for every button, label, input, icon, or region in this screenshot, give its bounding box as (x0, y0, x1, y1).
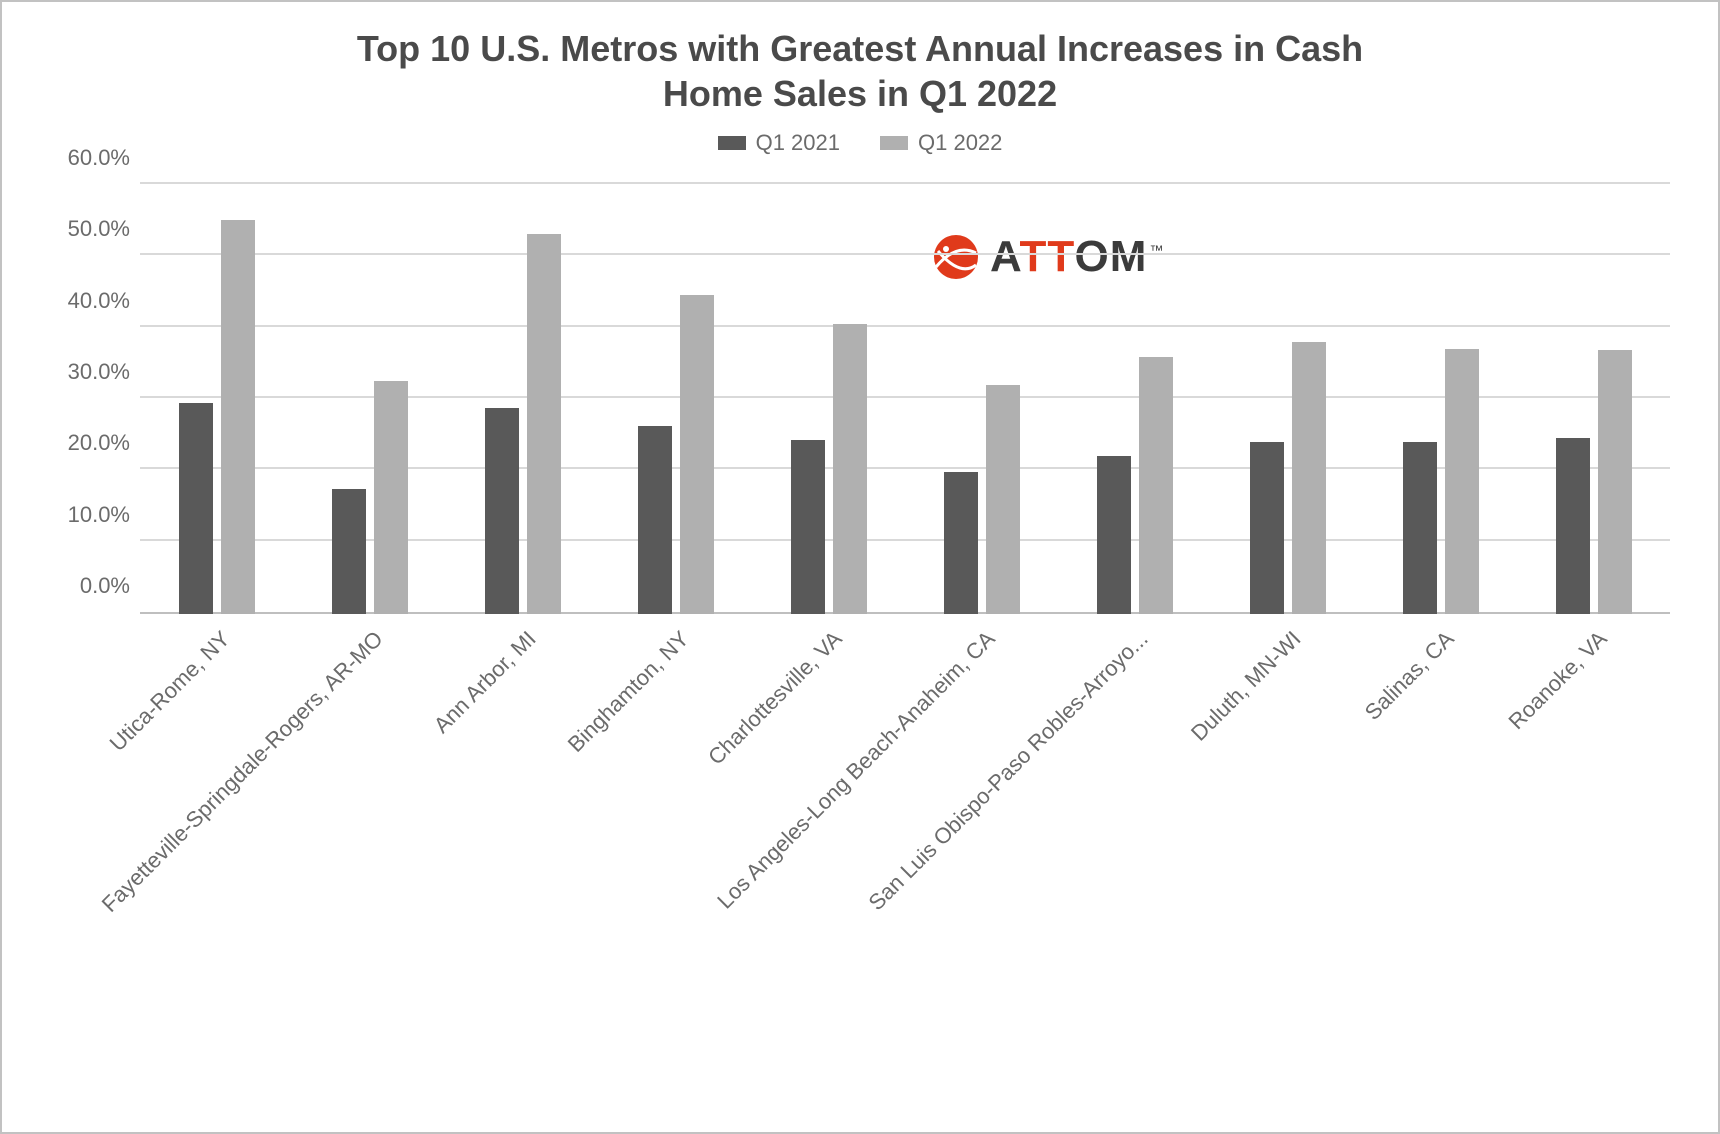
x-axis-labels: Utica-Rome, NYFayetteville-Springdale-Ro… (140, 614, 1670, 1054)
bar-q1-2022 (221, 220, 255, 614)
bar-group (905, 184, 1058, 614)
legend-label-q1-2021: Q1 2021 (756, 130, 840, 156)
legend-swatch-q1-2022 (880, 136, 908, 150)
chart-title: Top 10 U.S. Metros with Greatest Annual … (150, 26, 1570, 116)
bar-q1-2021 (1097, 456, 1131, 614)
x-label-slot: Roanoke, VA (1517, 614, 1670, 1054)
x-axis-label: Salinas, CA (1359, 626, 1459, 726)
bar-group (446, 184, 599, 614)
bar-group (1058, 184, 1211, 614)
x-axis-label: Utica-Rome, NY (104, 626, 235, 757)
bar-q1-2022 (1445, 349, 1479, 614)
bar-q1-2022 (374, 381, 408, 614)
bar-q1-2022 (986, 385, 1020, 614)
y-axis-tick-label: 10.0% (40, 502, 130, 528)
bar-group (293, 184, 446, 614)
bar-group (1517, 184, 1670, 614)
y-axis-tick-label: 20.0% (40, 430, 130, 456)
legend-item-q1-2021: Q1 2021 (718, 130, 840, 156)
chart-title-line2: Home Sales in Q1 2022 (150, 71, 1570, 116)
bar-q1-2021 (332, 489, 366, 614)
x-label-slot: Binghamton, NY (599, 614, 752, 1054)
y-axis-tick-label: 50.0% (40, 216, 130, 242)
bar-q1-2022 (833, 324, 867, 614)
bar-group (1211, 184, 1364, 614)
plot-area: 0.0%10.0%20.0%30.0%40.0%50.0%60.0% (140, 184, 1670, 614)
bar-q1-2022 (1139, 357, 1173, 614)
x-label-slot: Ann Arbor, MI (446, 614, 599, 1054)
bar-q1-2021 (638, 426, 672, 614)
bar-group (140, 184, 293, 614)
bar-q1-2021 (1403, 442, 1437, 614)
bar-group (599, 184, 752, 614)
bar-group (752, 184, 905, 614)
bar-q1-2022 (1598, 350, 1632, 614)
legend-label-q1-2022: Q1 2022 (918, 130, 1002, 156)
bar-q1-2022 (680, 295, 714, 614)
y-axis-tick-label: 30.0% (40, 359, 130, 385)
bar-q1-2021 (1556, 438, 1590, 614)
bar-q1-2021 (485, 408, 519, 614)
bar-q1-2021 (1250, 442, 1284, 614)
y-axis-tick-label: 60.0% (40, 145, 130, 171)
bar-group (1364, 184, 1517, 614)
bar-q1-2021 (944, 472, 978, 614)
bar-q1-2022 (527, 234, 561, 614)
chart-title-line1: Top 10 U.S. Metros with Greatest Annual … (150, 26, 1570, 71)
x-label-slot: Duluth, MN-WI (1211, 614, 1364, 1054)
x-label-slot: Fayetteville-Springdale-Rogers, AR-MO (293, 614, 446, 1054)
chart-frame: Top 10 U.S. Metros with Greatest Annual … (0, 0, 1720, 1134)
y-axis-tick-label: 40.0% (40, 288, 130, 314)
y-axis-tick-label: 0.0% (40, 573, 130, 599)
x-axis-label: Roanoke, VA (1503, 626, 1612, 735)
x-axis-label: Ann Arbor, MI (428, 626, 541, 739)
x-label-slot: San Luis Obispo-Paso Robles-Arroyo... (1058, 614, 1211, 1054)
legend: Q1 2021 Q1 2022 (30, 130, 1690, 156)
legend-swatch-q1-2021 (718, 136, 746, 150)
x-label-slot: Salinas, CA (1364, 614, 1517, 1054)
bar-q1-2022 (1292, 342, 1326, 614)
bar-q1-2021 (179, 403, 213, 614)
legend-item-q1-2022: Q1 2022 (880, 130, 1002, 156)
bar-groups (140, 184, 1670, 614)
bar-q1-2021 (791, 440, 825, 614)
